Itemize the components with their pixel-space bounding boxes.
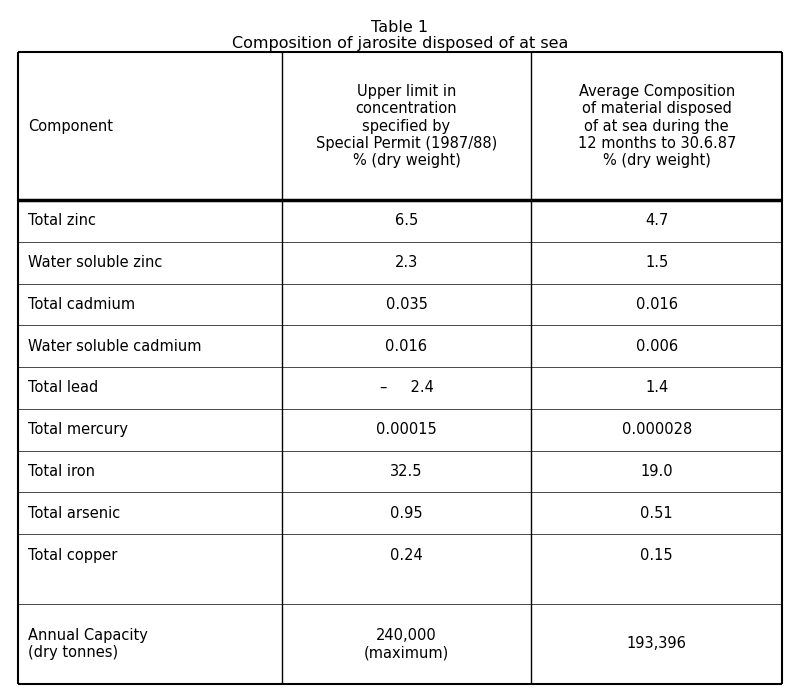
Text: Total zinc: Total zinc (28, 213, 96, 228)
Text: Composition of jarosite disposed of at sea: Composition of jarosite disposed of at s… (232, 36, 568, 51)
Text: 0.035: 0.035 (386, 297, 427, 312)
Text: Total copper: Total copper (28, 547, 118, 563)
Text: –     2.4: – 2.4 (379, 381, 434, 396)
Text: 240,000
(maximum): 240,000 (maximum) (364, 628, 449, 660)
Text: Upper limit in
concentration
specified by
Special Permit (1987/88)
% (dry weight: Upper limit in concentration specified b… (316, 84, 497, 168)
Text: 2.3: 2.3 (395, 255, 418, 270)
Text: 19.0: 19.0 (640, 464, 673, 479)
Text: 0.24: 0.24 (390, 547, 423, 563)
Text: 0.016: 0.016 (386, 338, 427, 354)
Text: Annual Capacity
(dry tonnes): Annual Capacity (dry tonnes) (28, 628, 148, 660)
Text: 0.000028: 0.000028 (622, 422, 692, 437)
Text: Total cadmium: Total cadmium (28, 297, 135, 312)
Text: 1.5: 1.5 (645, 255, 668, 270)
Text: Total arsenic: Total arsenic (28, 506, 120, 521)
Text: 0.51: 0.51 (640, 506, 673, 521)
Text: Component: Component (28, 118, 113, 134)
Text: 4.7: 4.7 (645, 213, 668, 228)
Text: 0.016: 0.016 (636, 297, 678, 312)
Text: 32.5: 32.5 (390, 464, 422, 479)
Text: 1.4: 1.4 (645, 381, 668, 396)
Text: 0.00015: 0.00015 (376, 422, 437, 437)
Text: Water soluble cadmium: Water soluble cadmium (28, 338, 202, 354)
Text: Total iron: Total iron (28, 464, 95, 479)
Text: Table 1: Table 1 (371, 20, 429, 35)
Text: 0.006: 0.006 (636, 338, 678, 354)
Text: 193,396: 193,396 (626, 637, 686, 651)
Text: Total mercury: Total mercury (28, 422, 128, 437)
Text: Total lead: Total lead (28, 381, 98, 396)
Text: 0.95: 0.95 (390, 506, 423, 521)
Text: 6.5: 6.5 (395, 213, 418, 228)
Text: Water soluble zinc: Water soluble zinc (28, 255, 162, 270)
Text: Average Composition
of material disposed
of at sea during the
12 months to 30.6.: Average Composition of material disposed… (578, 84, 736, 168)
Text: 0.15: 0.15 (640, 547, 673, 563)
